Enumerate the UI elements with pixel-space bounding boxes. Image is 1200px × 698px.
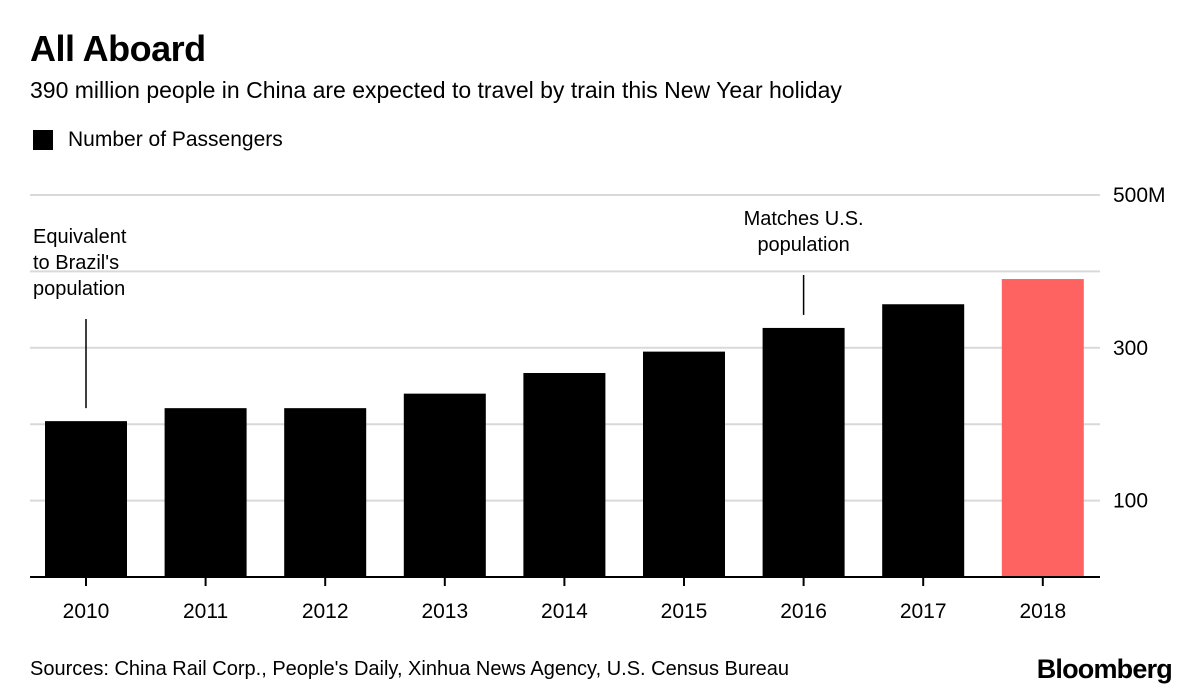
bar-2013 [403,393,486,577]
legend-label: Number of Passengers [68,128,283,151]
x-axis: 2010 2011 2012 2013 2014 2015 2016 2017 2018 [30,576,1100,623]
y-tick-label-500: 500M [1113,184,1166,207]
bar-2010 [45,421,127,577]
bar-2018 [1001,279,1084,577]
bar-2011 [164,408,247,577]
x-tick-label-2017: 2017 [900,600,947,623]
annotation-text-line: Equivalent [33,226,127,248]
source-note: Sources: China Rail Corp., People's Dail… [30,658,790,680]
y-tick-label-300: 300 [1113,337,1148,360]
annotation-text-line: population [33,278,125,300]
x-tick-label-2015: 2015 [661,600,708,623]
bar-2012 [284,408,367,577]
annotation-text-line: Matches U.S. [744,208,864,230]
x-tick-label-2012: 2012 [302,600,349,623]
bar-chart: 2010 2011 2012 2013 2014 2015 2016 2017 2018 100… [30,184,1166,623]
x-tick-label-2018: 2018 [1019,600,1066,623]
y-axis: 100 300 500M [1113,184,1166,513]
chart-title: All Aboard [30,28,206,69]
x-tick-label-2016: 2016 [780,600,827,623]
legend-swatch [33,130,53,150]
bar-2014 [523,373,606,577]
chart-subtitle: 390 million people in China are expected… [30,77,842,103]
annotation-2016: Matches U.S. population [744,208,864,315]
x-tick-label-2013: 2013 [421,600,468,623]
brand-logo: Bloomberg [1036,654,1173,684]
bars [45,279,1084,577]
x-tick-label-2014: 2014 [541,600,588,623]
y-tick-label-100: 100 [1113,490,1148,513]
annotation-text-line: population [757,234,849,256]
bar-2016 [762,327,845,577]
annotation-2010: Equivalent to Brazil's population [33,226,127,409]
x-tick-label-2011: 2011 [183,600,228,623]
legend: Number of Passengers [33,128,283,152]
annotation-text-line: to Brazil's [33,252,119,274]
x-tick-label-2010: 2010 [63,600,110,623]
bar-2015 [643,351,725,577]
bar-2017 [882,304,965,577]
